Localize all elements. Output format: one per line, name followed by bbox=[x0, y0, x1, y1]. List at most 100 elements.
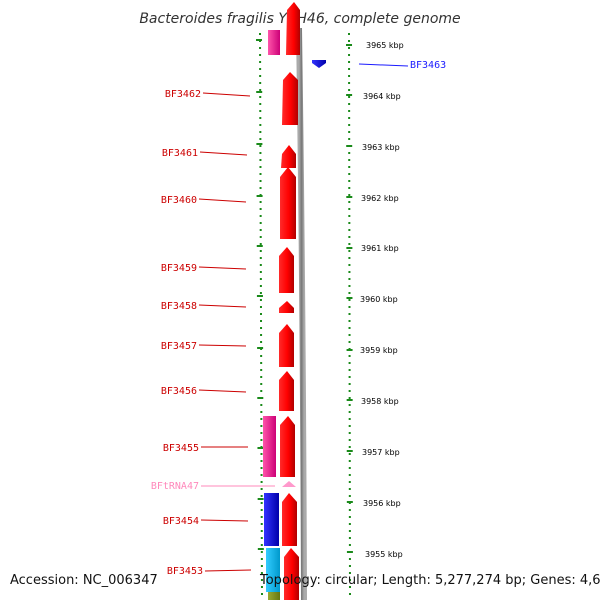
gene-feature-bf3453-cyan[interactable] bbox=[266, 548, 280, 592]
gene-feature-bftrna47[interactable] bbox=[282, 481, 296, 487]
right-ruler-dot bbox=[348, 215, 351, 217]
left-ruler-dot bbox=[260, 383, 263, 385]
left-ruler-dot bbox=[259, 131, 262, 133]
left-ruler-dot bbox=[260, 327, 263, 329]
gene-label-bf3461[interactable]: BF3461 bbox=[162, 148, 198, 159]
gene-feature-bf3456[interactable] bbox=[279, 371, 294, 411]
left-ruler-dot bbox=[259, 110, 262, 112]
left-ruler-dot bbox=[260, 341, 263, 343]
gene-label-bf3463[interactable]: BF3463 bbox=[410, 60, 446, 71]
right-ruler-dot bbox=[348, 33, 350, 35]
gene-feature-bf3455[interactable] bbox=[280, 416, 295, 477]
right-ruler-dot bbox=[348, 187, 351, 189]
gene-feature-bf3454[interactable] bbox=[282, 493, 297, 546]
gene-feature-bf3463[interactable] bbox=[312, 60, 326, 68]
right-ruler-dot bbox=[348, 418, 351, 420]
left-ruler-dot bbox=[260, 411, 263, 413]
gene-label-bf3455[interactable]: BF3455 bbox=[163, 443, 199, 454]
gene-feature-bf3459[interactable] bbox=[279, 247, 294, 293]
left-ruler-tick bbox=[256, 39, 263, 41]
gene-track bbox=[263, 2, 326, 600]
left-ruler-tick bbox=[257, 548, 264, 550]
right-ruler-dot bbox=[348, 152, 351, 154]
right-ruler-dot bbox=[348, 40, 351, 42]
gene-feature-olive[interactable] bbox=[268, 592, 280, 600]
kbp-label: 3962 kbp bbox=[361, 194, 399, 203]
right-ruler-dot bbox=[348, 68, 351, 70]
right-ruler-dot bbox=[348, 201, 351, 203]
gene-feature-bf3454-blue[interactable] bbox=[264, 493, 279, 546]
right-ruler-dot bbox=[348, 222, 351, 224]
right-ruler-dot bbox=[348, 257, 351, 259]
left-ruler-dot bbox=[259, 306, 262, 308]
kbp-label: 3964 kbp bbox=[363, 92, 401, 101]
right-ruler-dot bbox=[348, 467, 351, 469]
left-ruler-dot bbox=[260, 579, 263, 581]
right-ruler-dot bbox=[348, 586, 351, 588]
right-ruler-dot bbox=[348, 208, 351, 210]
left-ruler-dot bbox=[260, 523, 263, 525]
right-ruler-dot bbox=[348, 110, 351, 112]
gene-feature[interactable] bbox=[286, 2, 300, 55]
left-ruler-dot bbox=[259, 124, 262, 126]
left-ruler-dot bbox=[260, 537, 263, 539]
right-ruler-dot bbox=[348, 383, 351, 385]
left-ruler-dot bbox=[259, 152, 262, 154]
kbp-label: 3955 kbp bbox=[365, 550, 403, 559]
left-ruler-tick bbox=[256, 195, 263, 197]
gene-feature-bf3458[interactable] bbox=[279, 301, 294, 313]
left-ruler-dot bbox=[259, 61, 262, 63]
right-ruler-dot bbox=[348, 572, 351, 574]
left-ruler-tick bbox=[257, 397, 264, 399]
gene-label-bf3459[interactable]: BF3459 bbox=[161, 263, 197, 274]
right-ruler-dot bbox=[348, 481, 351, 483]
left-ruler-dot bbox=[259, 236, 262, 238]
right-ruler-tick bbox=[346, 349, 353, 351]
right-ruler-dot bbox=[348, 131, 351, 133]
left-ruler-dot bbox=[259, 89, 262, 91]
left-ruler-tick bbox=[257, 447, 264, 449]
left-ruler-dot bbox=[260, 586, 263, 588]
gene-label-bf3454[interactable]: BF3454 bbox=[163, 516, 199, 527]
gene-label-bf3458[interactable]: BF3458 bbox=[161, 301, 197, 312]
right-ruler-tick bbox=[346, 145, 353, 147]
gene-label-bf3456[interactable]: BF3456 bbox=[161, 386, 197, 397]
right-ruler-dot bbox=[348, 509, 351, 511]
gene-feature-bf3460[interactable] bbox=[280, 167, 296, 239]
right-ruler-dot bbox=[348, 285, 351, 287]
gene-feature-bf3455-pink[interactable] bbox=[263, 416, 276, 477]
left-ruler-dot bbox=[259, 103, 262, 105]
gene-label-bf3460[interactable]: BF3460 bbox=[161, 195, 197, 206]
gene-label-bf3457[interactable]: BF3457 bbox=[161, 341, 197, 352]
gene-feature-bf3462[interactable] bbox=[282, 72, 298, 125]
gene-feature-pink[interactable] bbox=[268, 30, 280, 55]
gene-feature-bf3453[interactable] bbox=[284, 548, 299, 600]
right-ruler-dot bbox=[348, 425, 351, 427]
gene-label-bftrna47[interactable]: BFtRNA47 bbox=[151, 481, 199, 492]
right-ruler-dot bbox=[348, 411, 351, 413]
left-ruler-tick bbox=[256, 91, 263, 93]
kbp-label: 3959 kbp bbox=[360, 346, 398, 355]
kbp-label: 3956 kbp bbox=[363, 499, 401, 508]
right-ruler-dot bbox=[348, 138, 351, 140]
right-ruler-dot bbox=[348, 96, 351, 98]
left-ruler-dot bbox=[259, 68, 262, 70]
kbp-label: 3958 kbp bbox=[361, 397, 399, 406]
right-ruler-tick bbox=[346, 399, 353, 401]
leader-line-bf3460 bbox=[198, 198, 247, 203]
right-ruler-dot bbox=[348, 75, 351, 77]
left-ruler-dot bbox=[259, 278, 262, 280]
left-ruler-dot bbox=[260, 404, 263, 406]
kbp-label: 3965 kbp bbox=[366, 41, 404, 50]
gene-label-bf3453[interactable]: BF3453 bbox=[167, 566, 203, 577]
kbp-label: 3960 kbp bbox=[360, 295, 398, 304]
gene-label-bf3462[interactable]: BF3462 bbox=[165, 89, 201, 100]
left-ruler-dot bbox=[259, 264, 262, 266]
left-ruler-dot bbox=[260, 488, 263, 490]
right-ruler-dot bbox=[348, 516, 351, 518]
right-ruler-dot bbox=[348, 334, 351, 336]
right-ruler-dot bbox=[348, 320, 351, 322]
gene-feature-bf3461[interactable] bbox=[281, 145, 296, 168]
left-ruler-dot bbox=[260, 320, 263, 322]
gene-feature-bf3457[interactable] bbox=[279, 324, 294, 367]
